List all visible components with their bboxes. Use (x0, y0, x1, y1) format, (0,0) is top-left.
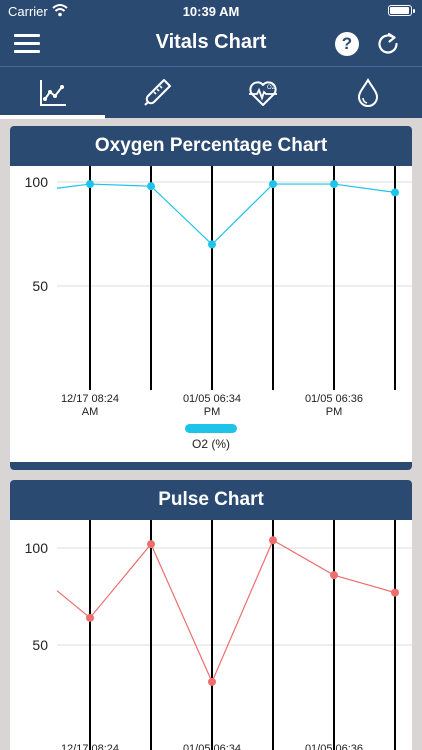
oxygen-card-footer (10, 462, 412, 470)
heart-pulse-icon: O2 (248, 81, 277, 106)
nav-bar: Vitals Chart ? (0, 22, 422, 66)
data-point[interactable] (86, 613, 94, 622)
data-point[interactable] (391, 588, 399, 597)
oxygen-chart: 100 50 12/17 08:24 AM 01/05 06:34 PM 01/05 06:… (25, 166, 412, 418)
data-point[interactable] (147, 540, 155, 549)
menu-icon-bar (14, 42, 40, 45)
refresh-icon[interactable] (374, 30, 402, 58)
drop-icon (357, 77, 378, 107)
x-tick-label: 01/05 06:36 (305, 743, 363, 750)
data-point[interactable] (330, 180, 338, 189)
data-point[interactable] (86, 180, 94, 189)
y-tick-label: 50 (32, 637, 48, 653)
battery-icon (388, 5, 415, 16)
thermometer-icon (143, 79, 171, 106)
menu-icon-bar (14, 34, 40, 37)
x-tick-label: 01/05 06:34 (183, 743, 241, 750)
oxygen-legend-swatch (185, 424, 237, 433)
battery-level (390, 7, 409, 14)
oxygen-legend-label: O2 (%) (191, 437, 230, 451)
status-bar: Carrier 10:39 AM (0, 0, 422, 22)
menu-icon-bar (14, 50, 40, 53)
tab-line-chart[interactable] (0, 67, 105, 119)
data-point[interactable] (208, 240, 216, 249)
oxygen-chart-title: Oxygen Percentage Chart (10, 126, 412, 166)
clock: 10:39 AM (182, 4, 240, 19)
pulse-chart-title: Pulse Chart (10, 480, 412, 520)
data-point[interactable] (269, 536, 277, 545)
y-tick-label: 50 (32, 278, 48, 294)
pulse-chart: 100 50 12/17 08:24 01/05 06:34 01/05 06:36 (25, 520, 412, 750)
tab-pulse-oxygen[interactable]: O2 (210, 67, 315, 119)
pulse-chart-card: Pulse Chart 100 50 12/17 08:24 01/05 06:34 0… (10, 480, 412, 750)
data-point[interactable] (147, 182, 155, 191)
tab-temperature[interactable] (105, 67, 210, 119)
oxygen-chart-card: Oxygen Percentage Chart 100 50 12/17 08:24… (10, 126, 412, 470)
data-point[interactable] (208, 677, 216, 686)
x-tick-label: 12/17 08:24 AM (61, 393, 119, 418)
line-chart-icon (39, 80, 66, 106)
series-line (56, 539, 396, 684)
y-tick-label: 100 (25, 540, 49, 556)
tab-bar: O2 (0, 66, 422, 119)
menu-button[interactable] (14, 34, 40, 54)
series-line (56, 183, 396, 246)
data-point[interactable] (391, 188, 399, 197)
wifi-icon (52, 4, 68, 17)
x-tick-label: 01/05 06:34 PM (183, 393, 241, 418)
data-point[interactable] (269, 180, 277, 189)
carrier-label: Carrier (8, 4, 48, 19)
data-point[interactable] (330, 571, 338, 580)
help-button[interactable]: ? (335, 32, 359, 56)
y-tick-label: 100 (25, 174, 49, 190)
tab-fluids[interactable] (315, 67, 420, 119)
x-tick-label: 01/05 06:36 PM (305, 393, 363, 418)
x-tick-label: 12/17 08:24 (61, 743, 119, 750)
oxygen-legend: O2 (%) (10, 424, 412, 451)
svg-text:O2: O2 (267, 85, 276, 91)
